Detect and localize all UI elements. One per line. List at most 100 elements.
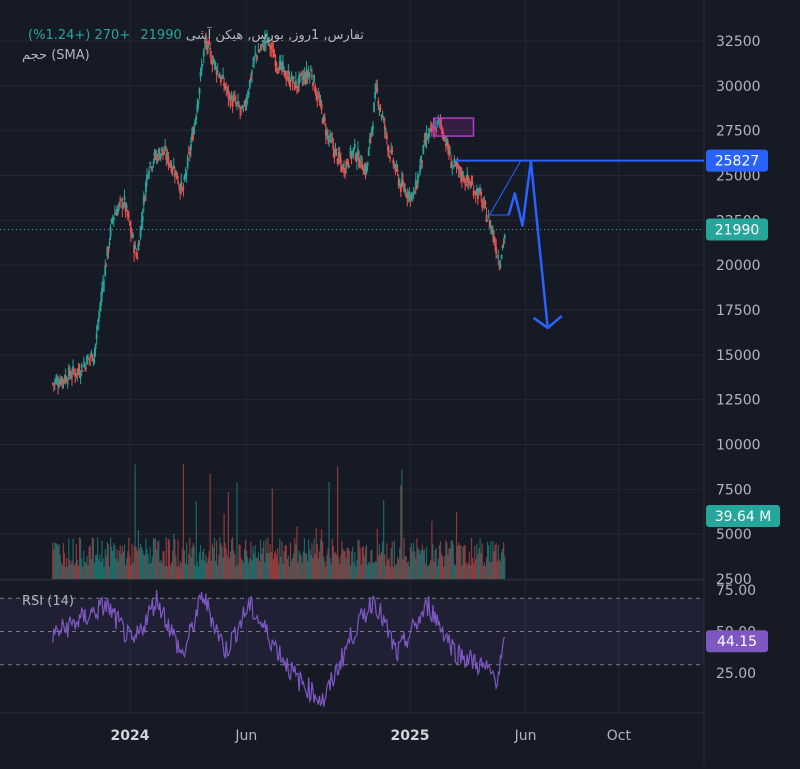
volume-bar	[54, 542, 56, 579]
candle-body	[494, 244, 496, 246]
candle-body	[385, 134, 388, 140]
candle-body	[260, 44, 263, 46]
candle-body	[285, 77, 288, 81]
volume-bar	[439, 541, 442, 579]
candle-body	[318, 100, 321, 102]
volume-bar	[295, 544, 297, 579]
volume-bar	[252, 546, 254, 579]
volume-bar	[145, 538, 147, 579]
volume-bar	[383, 500, 385, 579]
volume-bar	[372, 562, 374, 579]
volume-bar	[461, 565, 463, 579]
candle-body	[326, 131, 328, 137]
volume-bar	[62, 542, 65, 579]
candle-body	[113, 213, 116, 215]
volume-bar	[353, 562, 355, 579]
volume-bar	[436, 566, 438, 579]
volume-bar	[229, 551, 232, 579]
volume-bar	[84, 561, 86, 579]
candle-body	[142, 196, 145, 205]
volume-bar	[433, 561, 435, 579]
volume-bar	[412, 550, 414, 579]
candle-body	[487, 215, 490, 217]
volume-bar	[240, 558, 242, 579]
volume-bar	[172, 550, 174, 579]
volume-bar	[344, 550, 346, 579]
candle-body	[252, 65, 254, 67]
candle-body	[171, 168, 174, 171]
volume-bar	[459, 545, 461, 579]
volume-axis-label-bg	[706, 505, 780, 527]
candle-body	[338, 155, 341, 160]
candle-body	[278, 61, 281, 70]
candle-body	[52, 383, 55, 385]
candle-body	[313, 74, 315, 82]
volume-bar	[277, 547, 279, 579]
candle-body	[207, 41, 209, 48]
volume-bar	[333, 552, 336, 579]
volume-bar	[188, 553, 190, 579]
volume-bar	[342, 549, 344, 579]
candle-body	[439, 120, 442, 122]
volume-bar	[128, 537, 130, 579]
volume-bar	[478, 547, 480, 579]
volume-bar	[55, 543, 57, 579]
volume-bar	[169, 565, 172, 579]
candle-body	[254, 53, 257, 55]
candle-body	[372, 125, 374, 129]
candle-body	[330, 139, 333, 141]
volume-bar	[467, 562, 469, 579]
volume-bar	[340, 554, 342, 579]
volume-bar	[228, 558, 231, 579]
volume-bar	[382, 541, 384, 579]
volume-bar	[449, 548, 451, 579]
volume-bar	[367, 564, 369, 579]
volume-bar	[159, 561, 161, 579]
candle-body	[67, 367, 70, 377]
volume-bar	[201, 560, 203, 579]
candle-body	[124, 203, 127, 212]
candle-body	[463, 177, 465, 183]
candle-body	[447, 142, 449, 150]
volume-bar	[359, 548, 361, 579]
projection-path	[507, 159, 549, 329]
volume-bar	[207, 558, 209, 579]
volume-bar	[474, 546, 476, 579]
volume-bar	[375, 561, 377, 579]
candle-body	[140, 220, 143, 223]
volume-bar	[258, 561, 261, 579]
volume-bar	[448, 548, 450, 579]
candle-body	[286, 77, 289, 79]
candle-body	[120, 199, 123, 201]
candle-body	[391, 149, 394, 152]
volume-bar	[127, 551, 129, 579]
candle-body	[473, 191, 476, 193]
volume-bar	[241, 560, 243, 579]
candle-body	[303, 74, 306, 78]
volume-bar	[425, 546, 428, 579]
volume-bar	[317, 558, 319, 579]
candle-body	[459, 170, 462, 176]
volume-bar	[326, 555, 328, 579]
volume-bar	[349, 565, 352, 579]
volume-bar	[105, 555, 107, 579]
candle-body	[233, 97, 236, 99]
candle-body	[339, 159, 342, 164]
volume-bar	[202, 551, 204, 579]
volume-bar	[270, 551, 272, 579]
volume-bar	[251, 560, 253, 579]
candle-body	[249, 77, 252, 80]
candle-body	[221, 77, 223, 79]
price-tick-label: 20000	[716, 258, 761, 274]
candle-body	[468, 180, 471, 183]
volume-bar	[150, 562, 152, 579]
candle-body	[336, 158, 339, 164]
candle-body	[56, 378, 58, 381]
candle-body	[239, 109, 242, 111]
volume-bar	[350, 551, 353, 579]
candle-body	[173, 173, 176, 176]
candle-body	[483, 201, 486, 203]
candle-body	[480, 191, 483, 196]
